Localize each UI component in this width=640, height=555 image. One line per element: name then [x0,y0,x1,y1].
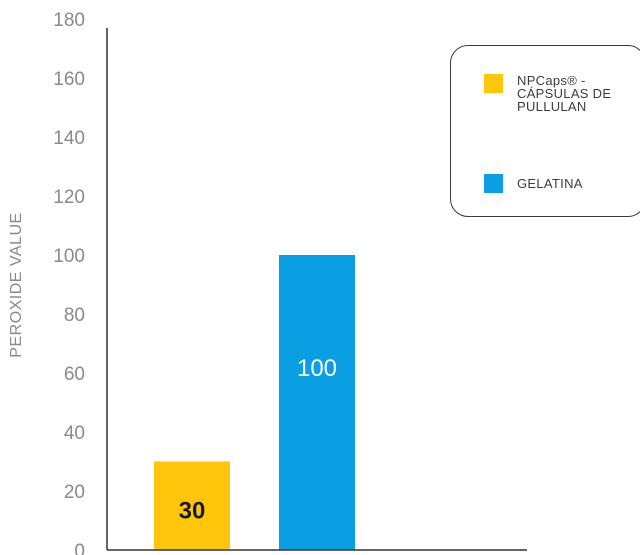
bars: 30 100 [154,255,355,550]
legend-item-gelatina: GELATINA [484,174,583,193]
y-tick-label: 100 [53,246,85,267]
data-label-gelatina: 100 [297,355,337,382]
data-label-npcaps: 30 [179,498,206,525]
y-tick-label: 60 [64,364,85,385]
y-axis-ticks: 0 20 40 60 80 100 120 140 160 180 [53,10,85,555]
legend-item-npcaps: NPCaps® - CÁPSULAS DE PULLULAN [484,74,611,113]
legend-swatch-npcaps [484,74,503,93]
y-axis-label: PEROXIDE VALUE [8,212,25,357]
y-tick-label: 160 [53,69,85,90]
y-tick-label: 20 [64,482,85,503]
y-tick-label: 180 [53,10,85,31]
legend: NPCaps® - CÁPSULAS DE PULLULAN GELATINA [450,45,640,217]
legend-label-gelatina: GELATINA [517,176,583,191]
y-tick-label: 80 [64,305,85,326]
y-tick-label: 0 [74,541,85,555]
bar-gelatina [279,255,355,550]
y-tick-label: 120 [53,187,85,208]
y-tick-label: 40 [64,423,85,444]
y-tick-label: 140 [53,128,85,149]
legend-label-npcaps: NPCaps® - CÁPSULAS DE PULLULAN [517,73,612,114]
bar-npcaps [154,461,230,550]
legend-swatch-gelatina [484,174,503,193]
